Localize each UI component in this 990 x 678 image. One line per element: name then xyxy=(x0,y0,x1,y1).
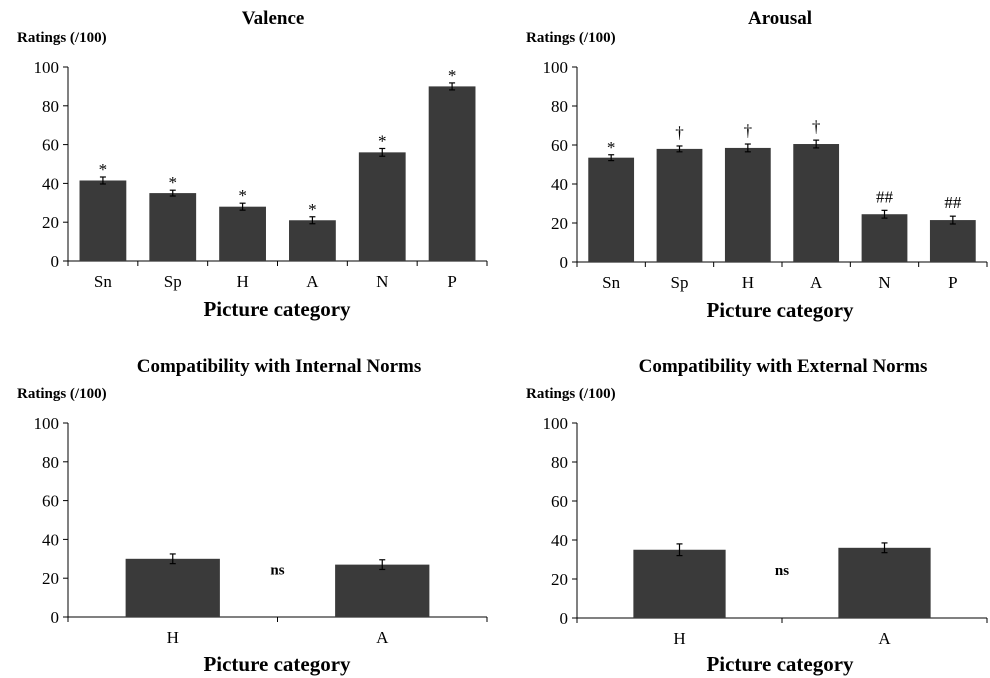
bar xyxy=(929,220,976,262)
chart-title: Valence xyxy=(242,8,305,29)
bar xyxy=(428,86,476,262)
significance-mark: * xyxy=(169,173,178,192)
bar xyxy=(219,206,266,261)
chart-title: Compatibility with Internal Norms xyxy=(137,356,421,377)
x-axis-label: Picture category xyxy=(706,652,854,676)
x-tick-label: H xyxy=(742,273,754,292)
x-tick-label: N xyxy=(376,272,388,291)
y-tick-label: 100 xyxy=(34,58,60,77)
y-tick-label: 20 xyxy=(42,569,59,588)
y-tick-label: 40 xyxy=(551,175,568,194)
y-tick-label: 80 xyxy=(42,97,59,116)
y-axis-label: Ratings (/100) xyxy=(17,386,107,402)
y-tick-label: 60 xyxy=(551,492,568,511)
y-tick-label: 100 xyxy=(543,58,569,77)
significance-mark: * xyxy=(308,200,317,219)
x-tick-label: H xyxy=(167,628,179,647)
bar xyxy=(793,144,840,262)
x-tick-label: Sp xyxy=(164,272,182,291)
x-tick-label: A xyxy=(376,628,389,647)
significance-mark: † xyxy=(675,123,684,142)
x-tick-label: A xyxy=(878,629,891,648)
y-tick-label: 40 xyxy=(42,530,59,549)
y-tick-label: 60 xyxy=(42,492,59,511)
bar xyxy=(335,564,430,617)
y-tick-label: 40 xyxy=(551,531,568,550)
x-tick-label: P xyxy=(447,272,456,291)
x-tick-label: N xyxy=(878,273,890,292)
significance-mark: ## xyxy=(944,193,962,212)
bar xyxy=(633,549,726,618)
x-tick-label: H xyxy=(673,629,685,648)
y-tick-label: 0 xyxy=(560,609,569,628)
significance-mark: * xyxy=(99,160,108,179)
chart-panel-external-norms: Compatibility with External Norms Rating… xyxy=(526,356,988,676)
y-tick-label: 20 xyxy=(551,570,568,589)
y-tick-label: 80 xyxy=(551,97,568,116)
y-tick-label: 0 xyxy=(560,253,569,272)
x-tick-label: A xyxy=(306,272,319,291)
significance-mark: * xyxy=(378,131,387,150)
bar xyxy=(149,193,197,261)
y-tick-label: 80 xyxy=(42,453,59,472)
y-tick-label: 60 xyxy=(551,136,568,155)
bar xyxy=(838,547,931,618)
bar xyxy=(125,558,220,617)
significance-mark: † xyxy=(744,121,753,140)
y-axis-label: Ratings (/100) xyxy=(526,30,616,46)
chart-title: Compatibility with External Norms xyxy=(639,356,928,377)
significance-mark: * xyxy=(238,186,247,205)
bar xyxy=(656,148,703,262)
significance-mark: ## xyxy=(876,187,894,206)
y-tick-label: 0 xyxy=(51,252,60,271)
x-tick-label: A xyxy=(810,273,823,292)
x-tick-label: Sn xyxy=(94,272,112,291)
bar xyxy=(358,152,406,261)
x-tick-label: P xyxy=(948,273,957,292)
y-tick-label: 100 xyxy=(34,414,60,433)
chart-title: Arousal xyxy=(748,8,812,29)
x-axis-label: Picture category xyxy=(203,297,351,321)
x-axis-label: Picture category xyxy=(706,298,854,322)
y-tick-label: 40 xyxy=(42,174,59,193)
y-axis-label: Ratings (/100) xyxy=(17,30,107,46)
bar xyxy=(289,220,336,261)
significance-mark: † xyxy=(812,117,821,136)
y-tick-label: 100 xyxy=(543,414,569,433)
bar xyxy=(861,214,908,262)
significance-mark: * xyxy=(607,138,616,157)
chart-panel-arousal: Arousal Ratings (/100) Picture category … xyxy=(526,8,988,322)
bar xyxy=(588,157,635,262)
x-axis-label: Picture category xyxy=(203,652,351,676)
chart-panel-valence: Valence Ratings (/100) Picture category … xyxy=(17,8,488,321)
y-tick-label: 0 xyxy=(51,608,60,627)
x-tick-label: Sn xyxy=(602,273,620,292)
x-tick-label: Sp xyxy=(671,273,689,292)
bar xyxy=(79,180,127,261)
ns-label: ns xyxy=(270,562,284,578)
y-tick-label: 60 xyxy=(42,136,59,155)
x-tick-label: H xyxy=(236,272,248,291)
ns-label: ns xyxy=(775,563,789,579)
y-axis-label: Ratings (/100) xyxy=(526,386,616,402)
y-tick-label: 20 xyxy=(551,214,568,233)
y-tick-label: 80 xyxy=(551,453,568,472)
bar xyxy=(724,147,771,262)
significance-mark: * xyxy=(448,66,457,85)
chart-panel-internal-norms: Compatibility with Internal Norms Rating… xyxy=(17,356,488,676)
y-tick-label: 20 xyxy=(42,213,59,232)
